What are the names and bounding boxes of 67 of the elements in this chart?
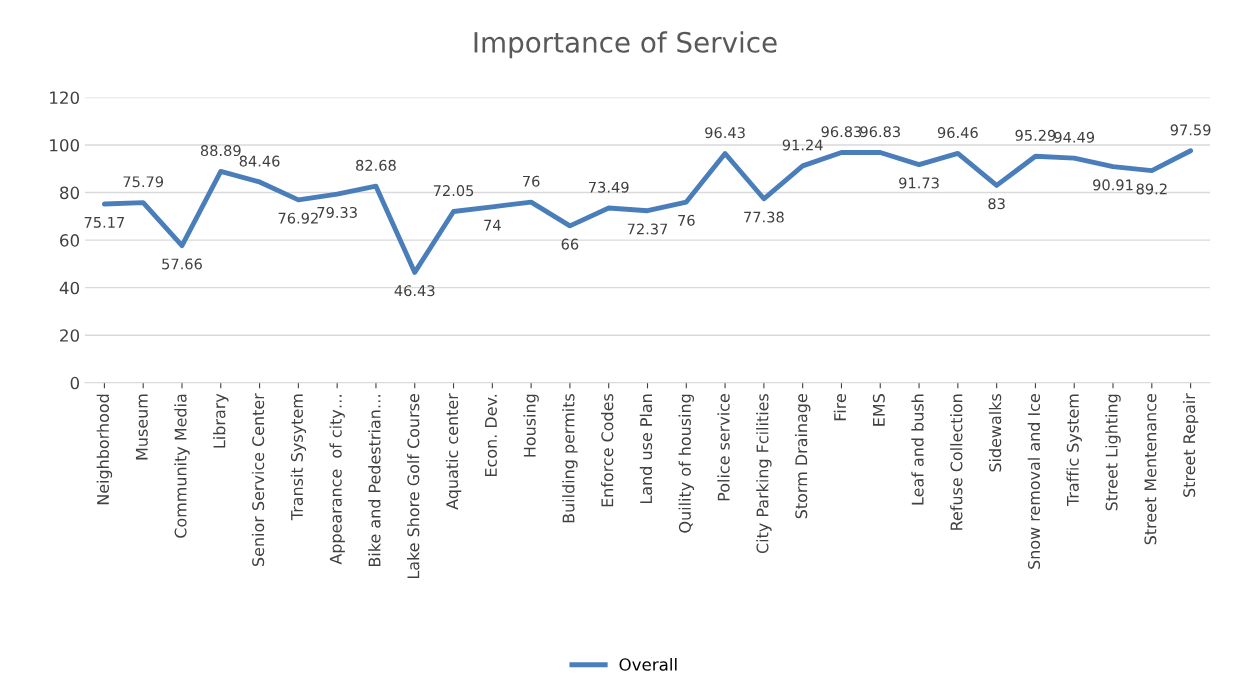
data-label: 74 xyxy=(484,219,501,231)
y-tick-label: 100 xyxy=(50,138,80,152)
x-tick-label: Traffic System xyxy=(1066,394,1082,507)
data-label: 94.49 xyxy=(1054,131,1095,143)
data-label: 82.68 xyxy=(356,159,396,171)
data-label: 96.43 xyxy=(705,127,745,139)
data-label: 96.46 xyxy=(937,127,978,139)
x-tick-label: Building permits xyxy=(562,394,578,523)
x-tick-label: Street Mentenance xyxy=(1144,394,1157,545)
data-label: 95.29 xyxy=(1015,129,1056,141)
data-label: 96.83 xyxy=(821,126,862,138)
x-tick-label: Storm Drainage xyxy=(794,394,811,519)
data-label: 88.89 xyxy=(200,145,241,157)
x-tick-label: Senior Service Center xyxy=(251,393,265,566)
x-tick-label: Appearance of city… xyxy=(329,395,345,565)
x-tick-label: Street Lighting xyxy=(1105,394,1121,511)
x-tick-label: Quility of housing xyxy=(678,394,695,533)
x-tick-label: Library xyxy=(213,393,229,448)
x-tick-label: Snow removal and Ice xyxy=(1027,394,1041,569)
x-tick-label: Police service xyxy=(717,394,730,501)
data-label: 72.37 xyxy=(627,223,668,235)
data-label: 91.24 xyxy=(782,139,823,151)
x-tick-label: Museum xyxy=(135,394,148,460)
data-label: 66 xyxy=(561,238,579,250)
data-label: 77.38 xyxy=(744,211,784,223)
chart-title: Importance of Service xyxy=(474,31,777,59)
x-tick-label: Sidewalks xyxy=(988,394,1002,472)
x-tick-label: Lake Shore Golf Course xyxy=(407,394,420,579)
data-label: 72.05 xyxy=(433,185,474,197)
data-label: 97.59 xyxy=(1170,124,1211,136)
y-tick-label: 60 xyxy=(60,234,80,247)
x-tick-label: Bike and Pedestrian… xyxy=(368,395,381,567)
y-tick-label: 20 xyxy=(60,329,80,342)
x-tick-label: Refuse Collection xyxy=(950,394,963,530)
x-tick-label: Leaf and bush xyxy=(911,394,924,505)
data-label: 79.33 xyxy=(317,206,357,218)
data-label: 75.79 xyxy=(123,176,164,188)
y-tick-label: 80 xyxy=(60,186,80,200)
data-label: 89.2 xyxy=(1136,183,1167,195)
x-tick-label: Street Repair xyxy=(1182,393,1199,497)
data-label: 75.17 xyxy=(84,216,125,228)
x-tick-label: Econ. Dev. xyxy=(485,394,497,476)
x-tick-label: Land use Plan xyxy=(639,394,653,503)
data-label: 73.49 xyxy=(589,181,629,193)
y-tick-label: 0 xyxy=(70,376,80,390)
y-tick-label: 40 xyxy=(59,281,80,295)
data-label: 83 xyxy=(988,198,1005,210)
legend-label: Overall xyxy=(619,657,677,671)
data-label: 84.46 xyxy=(239,155,280,167)
data-label: 76 xyxy=(523,175,540,187)
x-tick-label: Community Media xyxy=(174,394,190,538)
data-label: 76.92 xyxy=(278,212,318,224)
x-tick-label: Fire xyxy=(833,394,847,421)
data-label: 90.91 xyxy=(1093,179,1133,191)
data-label: 96.83 xyxy=(860,126,900,138)
data-label: 91.73 xyxy=(899,177,939,189)
data-label: 76 xyxy=(678,214,695,226)
y-tick-label: 120 xyxy=(50,91,80,105)
x-tick-label: Housing xyxy=(523,394,539,457)
x-tick-label: City Parking Fcilities xyxy=(756,393,772,554)
data-label: 46.43 xyxy=(394,285,435,297)
x-tick-label: Neighborhood xyxy=(96,394,113,505)
data-label: 57.66 xyxy=(162,258,202,270)
x-tick-label: EMS xyxy=(872,394,885,426)
x-tick-label: Aquatic center xyxy=(445,393,462,510)
x-tick-label: Enforce Codes xyxy=(600,394,614,507)
x-tick-label: Transit Sysytem xyxy=(290,394,307,521)
